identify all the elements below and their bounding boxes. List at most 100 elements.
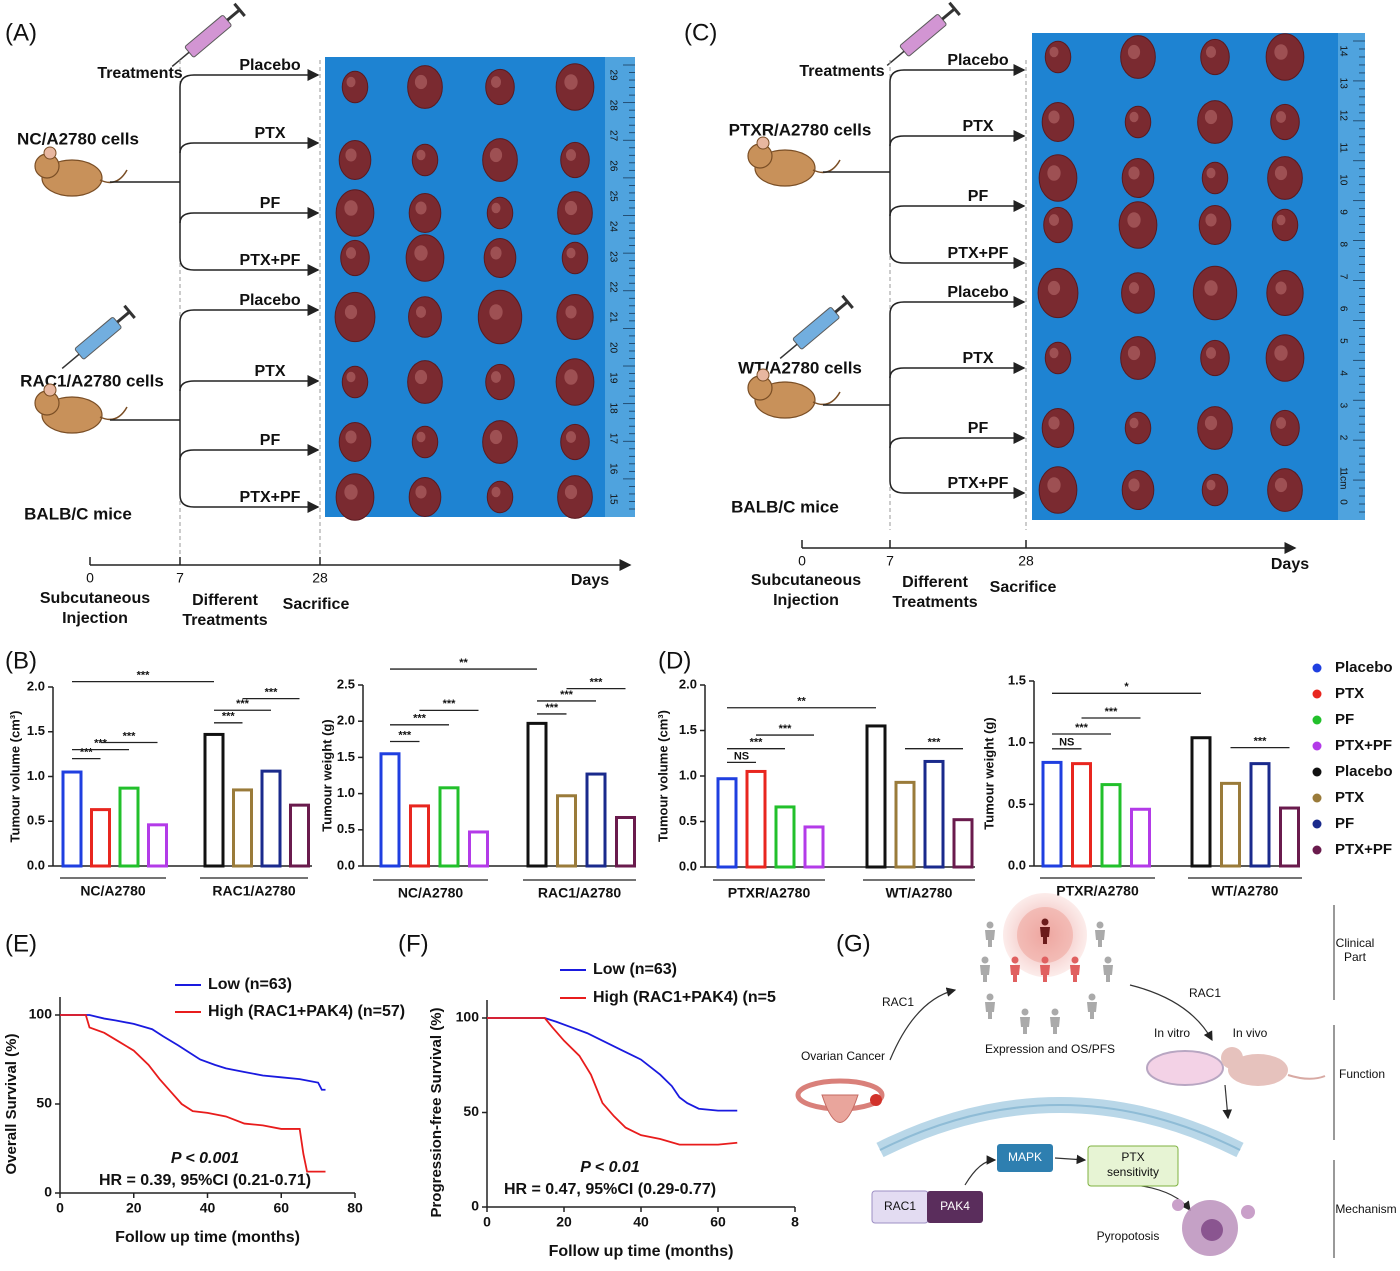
person-head [1041, 956, 1049, 964]
treatments-label: Treatments [97, 65, 182, 82]
syringe-barrel [792, 307, 840, 350]
bar [289, 803, 310, 868]
tumor [408, 296, 442, 338]
y-tick-label: 1.5 [679, 722, 697, 737]
legend-swatch [1312, 845, 1322, 855]
x-tick-label: PTXR/A2780 [1056, 883, 1139, 899]
panel-label: (F) [398, 930, 429, 957]
bar [716, 777, 738, 869]
arrow [964, 1155, 997, 1186]
tumor [1124, 105, 1152, 139]
part-label: Part [1344, 950, 1367, 964]
panel-label: (C) [684, 19, 717, 46]
legend-swatch [1312, 689, 1322, 699]
mice-label: BALB/C mice [24, 504, 132, 523]
mouse-ear [756, 368, 770, 382]
significance-label: *** [123, 730, 137, 742]
x-tick-label: RAC1/A2780 [212, 883, 295, 899]
tumor-highlight [564, 200, 578, 216]
tumor [870, 1094, 882, 1106]
y-tick-label: 2.0 [27, 678, 45, 693]
person-head [1096, 921, 1104, 929]
bar [1130, 807, 1151, 868]
y-tick-label: 0 [44, 1184, 52, 1200]
ruler-label: 22 [607, 281, 618, 293]
person-body [1010, 965, 1020, 982]
bar [615, 815, 636, 868]
tumor-highlight [1274, 165, 1288, 181]
tumor-highlight [489, 429, 503, 445]
tumor-highlight [1049, 347, 1059, 359]
bar [203, 732, 225, 868]
y-tick-label: 1.0 [1008, 734, 1026, 749]
part-label: Function [1339, 1067, 1385, 1081]
y-tick-label: 0.0 [679, 858, 697, 873]
x-axis-label: Follow up time (months) [115, 1229, 300, 1246]
tumor-highlight [414, 74, 428, 90]
significance-label: *** [236, 698, 250, 710]
y-tick-label: 2.5 [337, 676, 355, 691]
treatment-label: Placebo [947, 284, 1009, 301]
ptx-box [1087, 1145, 1179, 1187]
tumor-highlight [490, 76, 502, 88]
y-tick-label: 1.5 [1008, 672, 1026, 687]
diagram-label: Pyropotosis [1097, 1229, 1160, 1243]
legend-label: Low (n=63) [593, 961, 677, 978]
bar [147, 823, 168, 868]
panel-label: (E) [5, 930, 37, 957]
tumor-highlight [1205, 347, 1217, 359]
significance-label: *** [1105, 706, 1119, 718]
tumor-highlight [1047, 477, 1061, 493]
bar [409, 804, 430, 868]
person-head [981, 956, 989, 964]
stage-label: Different [192, 592, 258, 609]
tumor [486, 196, 514, 230]
vesicle [1172, 1199, 1184, 1211]
person-body [1095, 930, 1105, 947]
tumor [556, 294, 594, 340]
person-head [1041, 918, 1049, 926]
arrow [1129, 984, 1213, 1042]
panel-label: (D) [658, 647, 691, 674]
timeline-unit: Days [1271, 556, 1309, 573]
syringe-end [123, 304, 136, 319]
timeline-tick-label: 7 [176, 570, 184, 586]
x-tick-label: 40 [633, 1214, 649, 1230]
tumor [1201, 161, 1229, 195]
tumor-highlight [1048, 110, 1060, 124]
tumor-highlight [1276, 214, 1286, 226]
stage-label: Treatments [182, 612, 267, 629]
person-head [1104, 956, 1112, 964]
box-label: PAK4 [940, 1199, 970, 1213]
tumor [1270, 409, 1300, 447]
y-tick-label: 100 [456, 1009, 480, 1025]
treatments-label: Treatments [799, 63, 884, 80]
ruler-label: 7 [1337, 274, 1348, 280]
y-tick-label: 1.5 [337, 749, 355, 764]
significance-label: *** [590, 677, 604, 689]
y-tick-label: 1.0 [679, 767, 697, 782]
significance-label: ** [459, 657, 468, 669]
y-axis-label: Overall Survival (%) [3, 1034, 20, 1175]
timeline-tick-label: 28 [1018, 553, 1034, 569]
person-head [1088, 993, 1096, 1001]
person-head [1021, 1008, 1029, 1016]
legend-label: PTX [1335, 685, 1364, 702]
mouse [1228, 1054, 1288, 1086]
tumor-highlight [415, 485, 427, 499]
legend-label: PTX+PF [1335, 737, 1392, 754]
ruler-label: 26 [607, 160, 618, 172]
diagram-label: RAC1 [882, 995, 914, 1009]
tumor-highlight [1275, 281, 1287, 295]
tumor [1044, 40, 1072, 74]
stage-label: Subcutaneous [40, 590, 150, 607]
nucleus [1201, 1219, 1223, 1241]
tumor-highlight [1204, 280, 1218, 296]
treatment-label: PTX [962, 118, 993, 135]
membrane-edge [879, 1104, 1241, 1151]
y-tick-label: 1.5 [27, 723, 45, 738]
bar [745, 769, 767, 869]
y-tick-label: 0.0 [1008, 857, 1026, 872]
ruler-label: 21 [607, 312, 618, 324]
